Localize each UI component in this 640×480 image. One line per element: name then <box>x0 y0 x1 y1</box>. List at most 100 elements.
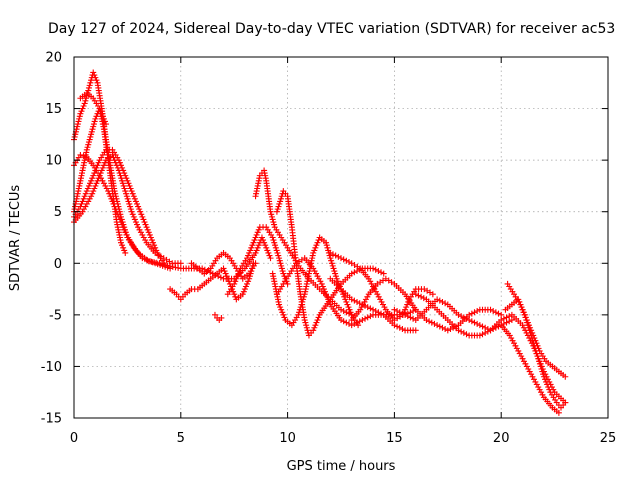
data-point-interp <box>364 304 371 311</box>
data-point-interp <box>539 368 546 375</box>
data-point <box>423 317 430 324</box>
data-point-interp <box>378 298 385 305</box>
data-point-interp <box>513 345 520 352</box>
data-point-interp <box>403 304 410 311</box>
data-point-interp <box>522 360 529 367</box>
data-point-interp <box>140 234 147 241</box>
data-point-interp <box>142 221 149 228</box>
data-point-interp <box>319 283 326 290</box>
data-point-interp <box>332 273 339 280</box>
data-point <box>318 280 325 287</box>
y-tick-label: 20 <box>45 51 62 66</box>
data-point-interp <box>264 247 271 254</box>
data-point-interp <box>273 247 280 254</box>
data-point-interp <box>79 198 86 205</box>
data-point-interp <box>362 296 369 303</box>
data-point <box>160 260 167 267</box>
data-point <box>96 105 103 112</box>
data-point-interp <box>394 307 401 314</box>
series-track-12 <box>327 249 436 324</box>
data-point-interp <box>95 159 102 166</box>
data-point-interp <box>277 195 284 202</box>
data-point-interp <box>378 310 385 317</box>
data-point-interp <box>254 229 261 236</box>
data-point <box>135 224 142 231</box>
data-point-interp <box>121 247 128 254</box>
data-point <box>310 249 317 256</box>
data-point-interp <box>506 318 513 325</box>
data-point <box>348 296 355 303</box>
data-point-interp <box>538 389 545 396</box>
data-point <box>476 332 483 339</box>
data-point-interp <box>296 306 303 313</box>
data-point-interp <box>86 195 93 202</box>
data-point-interp <box>125 234 132 241</box>
data-point <box>258 234 265 241</box>
data-point-interp <box>84 185 91 192</box>
data-point-interp <box>253 247 260 254</box>
y-tick-labels: -15 -10 -5 0 5 10 15 20 <box>41 51 62 427</box>
data-point-interp <box>520 309 527 316</box>
data-point-interp <box>394 323 401 330</box>
data-point-interp <box>260 237 267 244</box>
data-point-interp <box>233 275 240 282</box>
data-point-interp <box>144 257 151 264</box>
data-point-interp <box>490 307 497 314</box>
data-point-interp <box>303 324 310 331</box>
data-point <box>540 373 547 380</box>
data-point-interp <box>364 293 371 300</box>
data-point-interp <box>529 373 536 380</box>
data-point-interp <box>346 258 353 265</box>
data-point-interp <box>140 216 147 223</box>
data-point-interp <box>100 162 107 169</box>
data-point-interp <box>399 310 406 317</box>
data-point-interp <box>372 288 379 295</box>
data-point-interp <box>274 206 281 213</box>
data-point-interp <box>88 77 95 84</box>
data-point-interp <box>296 309 303 316</box>
data-point <box>83 188 90 195</box>
data-point <box>562 373 569 380</box>
data-point-interp <box>317 278 324 285</box>
data-point-interp <box>277 304 284 311</box>
series-track-18 <box>498 322 562 416</box>
data-point-interp <box>343 319 350 326</box>
data-point-interp <box>313 270 320 277</box>
data-point-interp <box>328 257 335 264</box>
data-point-interp <box>130 213 137 220</box>
data-point <box>81 100 88 107</box>
data-point-interp <box>125 180 132 187</box>
data-point-interp <box>323 291 330 298</box>
data-point-interp <box>253 231 260 238</box>
data-point-interp <box>124 177 131 184</box>
data-point-interp <box>323 242 330 249</box>
data-point-interp <box>151 242 158 249</box>
data-point-interp <box>91 185 98 192</box>
data-point-interp <box>234 273 241 280</box>
data-point <box>141 219 148 226</box>
data-point-interp <box>78 200 85 207</box>
data-point <box>412 327 419 334</box>
data-point-interp <box>222 270 229 277</box>
data-point-interp <box>89 175 96 182</box>
data-point-interp <box>247 247 254 254</box>
data-point-interp <box>304 327 311 334</box>
data-point-interp <box>447 326 454 333</box>
data-point-interp <box>268 213 275 220</box>
data-point-interp <box>82 97 89 104</box>
data-point-interp <box>279 309 286 316</box>
data-point-interp <box>130 193 137 200</box>
data-point-interp <box>399 326 406 333</box>
x-tick-label: 5 <box>177 431 185 446</box>
data-point-interp <box>326 252 333 259</box>
data-point-interp <box>146 231 153 238</box>
data-point-interp <box>367 305 374 312</box>
data-point <box>359 317 366 324</box>
data-point-interp <box>314 273 321 280</box>
x-tick-labels: 0 5 10 15 20 25 <box>70 431 616 446</box>
data-point <box>117 239 124 246</box>
data-point-interp <box>129 211 136 218</box>
data-point <box>115 167 122 174</box>
data-point-interp <box>528 327 535 334</box>
data-point-interp <box>90 123 97 130</box>
